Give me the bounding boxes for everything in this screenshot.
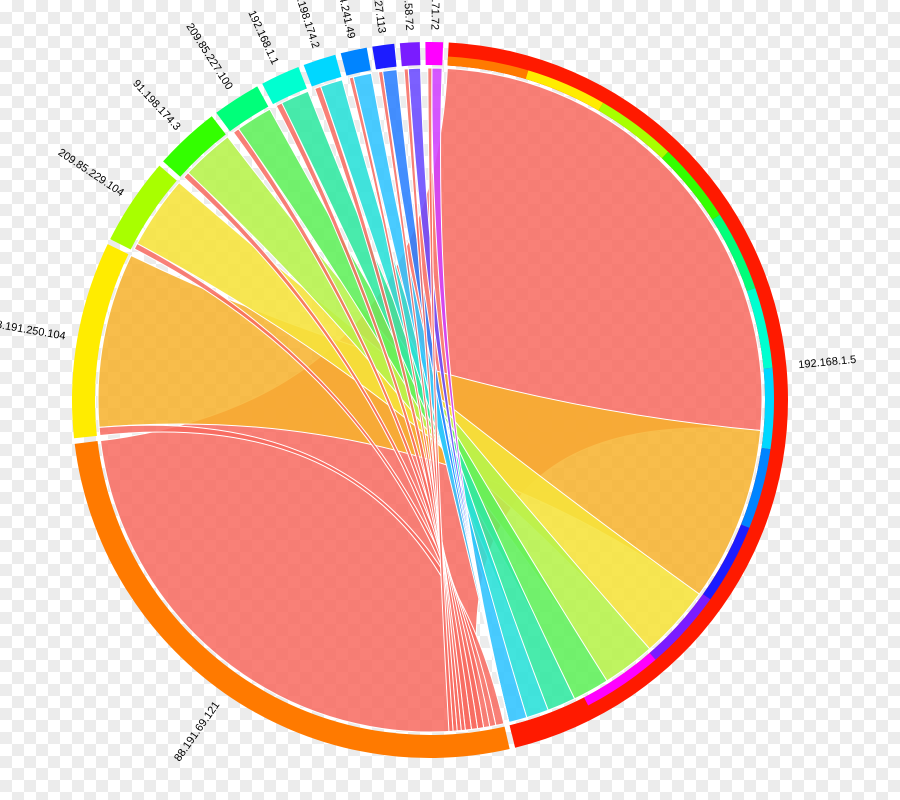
chord-arc-label: 8.191.250.104 bbox=[0, 319, 66, 343]
chord-arc-label: 64.4.241.49 bbox=[333, 0, 357, 40]
chord-arc-label: 199.7.71.72 bbox=[428, 0, 441, 30]
chord-arc bbox=[341, 48, 371, 76]
chord-arc-label: 199.7.58.72 bbox=[400, 0, 415, 31]
chord-arc-label: 209.85.227.100 bbox=[183, 21, 234, 92]
chord-arc-label: 209.85.229.104 bbox=[56, 147, 126, 200]
chord-arc-label: 91.198.174.2 bbox=[290, 0, 321, 50]
chord-arc-label: 192.168.1.5 bbox=[798, 354, 857, 371]
chord-arc bbox=[400, 42, 421, 66]
chord-arc bbox=[372, 44, 396, 70]
chord-arc bbox=[425, 42, 443, 65]
chord-arc-label: 209.85.227.113 bbox=[366, 0, 388, 34]
chord-arc-label: 192.168.1.1 bbox=[245, 9, 280, 67]
chord-arc-label: 91.198.174.3 bbox=[130, 78, 183, 133]
chord-arc-label: 88.191.69.121 bbox=[172, 699, 222, 763]
chord-diagram: 192.168.1.5 88.191.69.121 8.191.250.104 209… bbox=[0, 0, 900, 800]
chord-ribbons bbox=[98, 68, 762, 732]
